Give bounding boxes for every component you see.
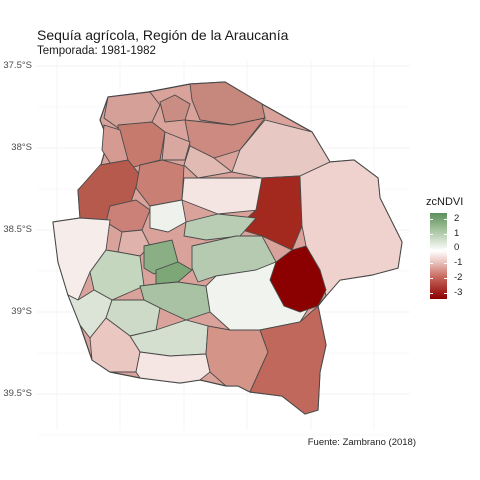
comuna-ercilla xyxy=(183,145,234,179)
y-tick-label: 38.5°S xyxy=(3,224,32,235)
legend-tick-label: -3 xyxy=(454,287,463,298)
legend-tick-mark xyxy=(444,248,447,249)
chart-title: Sequía agrícola, Región de la Araucanía xyxy=(37,27,289,43)
legend-tick-mark xyxy=(430,234,433,235)
legend-title: zcNDVI xyxy=(426,196,464,208)
legend-colorbar xyxy=(430,213,447,299)
comuna-pitrufquen xyxy=(135,351,211,384)
legend-tick-label: 2 xyxy=(454,213,460,224)
legend-tick-label: 0 xyxy=(454,242,460,253)
legend-tick-mark xyxy=(430,263,433,264)
y-tick-label: 39°S xyxy=(11,306,32,317)
comuna-collipulli xyxy=(161,131,191,161)
comuna-melipeuco xyxy=(269,245,327,313)
source-caption: Fuente: Zambrano (2018) xyxy=(307,437,416,448)
legend-tick-mark xyxy=(444,293,447,294)
y-tick-label: 37.5°S xyxy=(3,60,32,71)
comuna-perquenco xyxy=(149,199,187,233)
comunas xyxy=(52,81,403,415)
comuna-villarrica xyxy=(205,325,269,393)
legend-tick-mark xyxy=(430,219,433,220)
legend-tick-mark xyxy=(430,248,433,249)
legend-tick-label: -2 xyxy=(454,272,463,283)
chart-subtitle: Temporada: 1981-1982 xyxy=(37,45,156,57)
comuna-carahue-n xyxy=(89,249,145,301)
legend-tick-mark xyxy=(430,278,433,279)
legend-tick-mark xyxy=(430,293,433,294)
comuna-north-east xyxy=(189,81,266,126)
legend-tick-mark xyxy=(444,278,447,279)
legend-tick-mark xyxy=(444,234,447,235)
legend-tick-label: -1 xyxy=(454,257,463,268)
legend-tick-mark xyxy=(444,219,447,220)
y-tick-label: 39.5°S xyxy=(3,388,32,399)
legend-tick-mark xyxy=(444,263,447,264)
comuna-victoria xyxy=(181,177,263,215)
y-tick-label: 38°S xyxy=(11,142,32,153)
comuna-pucon xyxy=(249,305,327,415)
legend-tick-label: 1 xyxy=(454,228,460,239)
comuna-north-center xyxy=(159,94,191,123)
comuna-padre-las-casas xyxy=(155,261,193,285)
